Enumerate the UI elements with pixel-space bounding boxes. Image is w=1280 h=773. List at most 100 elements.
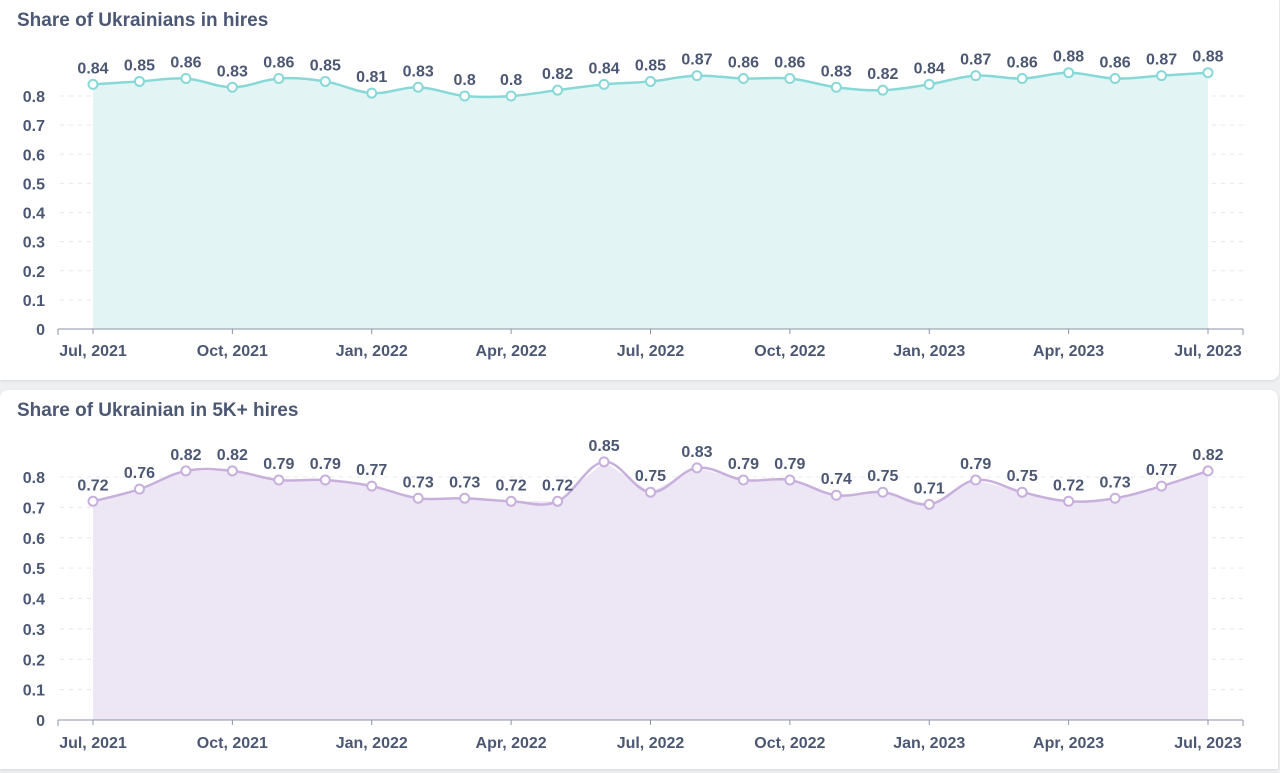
- data-point[interactable]: [970, 70, 982, 82]
- data-point[interactable]: [459, 492, 471, 504]
- x-tick-label: Oct, 2022: [754, 735, 825, 752]
- data-point[interactable]: [1063, 67, 1075, 79]
- data-label: 0.85: [635, 57, 666, 74]
- data-label: 0.86: [263, 55, 294, 72]
- data-label: 0.87: [1146, 52, 1177, 69]
- data-point[interactable]: [412, 492, 424, 504]
- data-label: 0.85: [124, 57, 155, 74]
- data-point[interactable]: [830, 489, 842, 501]
- data-point[interactable]: [459, 90, 471, 102]
- y-tick-label: 0: [36, 322, 45, 339]
- data-point[interactable]: [133, 483, 145, 495]
- data-label: 0.74: [821, 471, 852, 488]
- y-tick-label: 0.7: [23, 118, 45, 135]
- y-tick-label: 0.6: [23, 531, 45, 548]
- data-label: 0.8: [454, 72, 476, 89]
- data-point[interactable]: [830, 81, 842, 93]
- data-point[interactable]: [273, 73, 285, 85]
- data-point[interactable]: [923, 498, 935, 510]
- y-tick-label: 0.5: [23, 561, 45, 578]
- x-tick-label: Apr, 2023: [1033, 735, 1104, 752]
- y-tick-label: 0.1: [23, 683, 45, 700]
- data-label: 0.84: [77, 60, 108, 77]
- data-point[interactable]: [1109, 492, 1121, 504]
- chart-title: Share of Ukrainians in hires: [17, 10, 269, 31]
- data-point[interactable]: [598, 78, 610, 90]
- data-point[interactable]: [1156, 480, 1168, 492]
- data-point[interactable]: [1202, 465, 1214, 477]
- data-point[interactable]: [552, 84, 564, 96]
- data-point[interactable]: [691, 70, 703, 82]
- data-point[interactable]: [737, 73, 749, 85]
- data-point[interactable]: [1016, 73, 1028, 85]
- data-point[interactable]: [552, 495, 564, 507]
- x-tick-label: Jan, 2022: [336, 735, 408, 752]
- data-point[interactable]: [645, 486, 656, 498]
- data-point[interactable]: [784, 73, 796, 85]
- data-point[interactable]: [180, 73, 192, 85]
- data-point[interactable]: [784, 474, 796, 486]
- data-point[interactable]: [87, 78, 99, 90]
- data-point[interactable]: [180, 465, 192, 477]
- data-point[interactable]: [87, 495, 99, 507]
- y-tick-label: 0.2: [23, 264, 45, 281]
- chart-card-ukrainians-hires: Share of Ukrainians in hires 0 0.1 0.2 0.3 0…: [0, 0, 1279, 380]
- data-point[interactable]: [691, 462, 703, 474]
- data-point[interactable]: [1063, 495, 1075, 507]
- data-point[interactable]: [1016, 486, 1028, 498]
- data-label: 0.86: [774, 55, 805, 72]
- data-point[interactable]: [505, 495, 517, 507]
- data-point[interactable]: [970, 474, 982, 486]
- data-label: 0.82: [1192, 447, 1223, 464]
- data-label: 0.73: [1100, 474, 1131, 491]
- y-tick-label: 0.3: [23, 235, 45, 252]
- data-point[interactable]: [226, 81, 238, 93]
- y-tick-label: 0.4: [23, 592, 45, 609]
- area-chart-ukrainian-5k-hires: 0 0.1 0.2 0.3 0.4 0.5 0.6 0.7 0.8 0.72 0.76 0.82 0.8…: [23, 438, 1244, 752]
- area-chart-ukrainians-hires: 0 0.1 0.2 0.3 0.4 0.5 0.6 0.7 0.8 0.84 0.85 0.86 0.8…: [23, 49, 1244, 360]
- data-label: 0.82: [867, 66, 898, 83]
- data-point[interactable]: [877, 84, 889, 96]
- x-tick-label: Jul, 2022: [617, 735, 685, 752]
- x-tick-label: Jan, 2023: [893, 735, 965, 752]
- x-tick-label: Jan, 2023: [893, 343, 965, 360]
- x-tick-label: Jul, 2021: [59, 735, 127, 752]
- data-label: 0.86: [1100, 55, 1131, 72]
- data-point[interactable]: [737, 474, 749, 486]
- x-tick-label: Jul, 2023: [1174, 735, 1242, 752]
- data-point[interactable]: [226, 465, 238, 477]
- y-tick-label: 0.8: [23, 89, 45, 106]
- data-point[interactable]: [877, 486, 889, 498]
- data-point[interactable]: [412, 81, 424, 93]
- x-tick-label: Apr, 2023: [1033, 343, 1104, 360]
- data-point[interactable]: [505, 90, 517, 102]
- data-point[interactable]: [645, 75, 656, 87]
- data-point[interactable]: [319, 474, 331, 486]
- data-label: 0.82: [217, 447, 248, 464]
- data-point[interactable]: [273, 474, 285, 486]
- data-point[interactable]: [366, 480, 378, 492]
- data-point[interactable]: [598, 456, 610, 468]
- data-point[interactable]: [319, 75, 331, 87]
- data-label: 0.72: [1053, 477, 1084, 494]
- chart-title: Share of Ukrainian in 5K+ hires: [17, 400, 299, 421]
- data-label: 0.76: [124, 465, 155, 482]
- x-tick-label: Apr, 2022: [476, 343, 547, 360]
- data-point[interactable]: [366, 87, 378, 99]
- data-point[interactable]: [1156, 70, 1168, 82]
- data-point[interactable]: [1202, 67, 1214, 79]
- data-label: 0.82: [170, 447, 201, 464]
- data-label: 0.75: [1007, 468, 1038, 485]
- data-label: 0.79: [774, 456, 805, 473]
- chart-card-ukrainian-5k-hires: Share of Ukrainian in 5K+ hires 0 0.1 0.2 0…: [0, 390, 1278, 769]
- x-tick-label: Oct, 2021: [197, 735, 268, 752]
- data-label: 0.72: [542, 477, 573, 494]
- data-point[interactable]: [923, 78, 935, 90]
- data-point[interactable]: [1109, 73, 1121, 85]
- data-label: 0.79: [728, 456, 759, 473]
- data-label: 0.79: [960, 456, 991, 473]
- x-tick-label: Jul, 2021: [59, 343, 127, 360]
- data-point[interactable]: [133, 75, 145, 87]
- y-tick-label: 0.2: [23, 652, 45, 669]
- data-label: 0.86: [170, 55, 201, 72]
